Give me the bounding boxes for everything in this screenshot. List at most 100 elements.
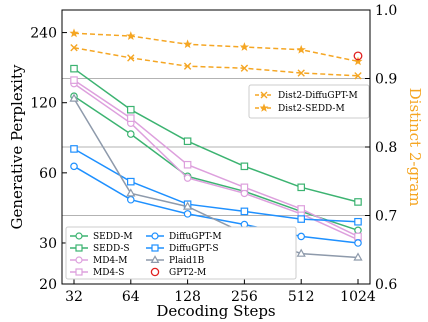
x-tick-label-128: 128 [174,289,201,305]
point-dist2-diffugpt-m-32 [70,43,78,52]
legend-marker-dist2-sedd-m [259,103,269,112]
x-tick-label-32: 32 [65,289,83,305]
legend-marker-md4-s [75,268,83,276]
y-tick-label-30: 30 [39,236,57,252]
point-md4-m-128 [183,174,192,182]
point-md4-s-64 [126,114,135,122]
point-diffugpt-s-32 [70,145,78,153]
series-md4-s [70,76,362,241]
point-sedd-m-1024 [354,226,362,235]
y-tick-label-60: 60 [39,166,57,182]
legend-label-dist2-sedd-m: Dist2-SEDD-M [278,104,345,114]
point-plaid1b-32 [69,93,79,102]
point-md4-s-256 [240,183,249,192]
series-line-md4-s [73,79,359,238]
series-layer [69,28,363,261]
y2-axis-title: Distinct 2-gram [406,88,424,207]
y2-tick-label-1: 1.0 [375,3,397,19]
x-tick-label-512: 512 [288,289,315,305]
legend-marker-diffugpt-s [151,244,159,252]
legend-marker-sedd-s [75,244,83,252]
x-tick-label-1024: 1024 [340,289,376,305]
x-tick-label-256: 256 [231,289,258,305]
y2-tick-label-0-6: 0.6 [375,277,397,293]
point-md4-s-1024 [354,232,362,241]
legend-entry-md4-m: MD4-M [70,256,127,266]
series-line-dist2-diffugpt-m [73,46,359,77]
y-tick-label-20: 20 [39,277,57,293]
point-dist2-diffugpt-m-128 [183,62,192,70]
series-dist2-sedd-m [69,28,363,66]
point-diffugpt-s-64 [126,177,135,186]
legend-entry-gpt2-m: GPT2-M [150,267,206,278]
legend-label-diffugpt-m: DiffuGPT-M [169,232,222,242]
series-sedd-s [70,64,362,206]
point-dist2-diffugpt-m-64 [127,54,135,62]
legend-entry-plaid1b: Plaid1B [146,255,205,266]
point-dist2-sedd-m-512 [296,44,306,54]
y2-tick-label-0-7: 0.7 [375,209,397,225]
legend-right: Dist2-DiffuGPT-M Dist2-SEDD-M [248,84,370,119]
grid-lines [62,78,370,216]
x-axis-title: Decoding Steps [156,302,275,320]
point-plaid1b-512 [296,248,306,257]
y-tick-label-240: 240 [30,26,57,42]
series-line-plaid1b [73,98,359,259]
legend-entry-sedd-s: SEDD-S [70,244,130,254]
legend-label-md4-s: MD4-S [93,268,124,278]
axis-ticks: 32 64 128 256 512 1024 20 30 60 120 240 0.6 0.7 0.8 0.… [30,3,397,305]
point-sedd-s-512 [297,183,306,192]
point-diffugpt-m-128 [183,210,192,218]
point-dist2-diffugpt-m-1024 [354,72,362,80]
legend-entry-md4-s: MD4-S [70,268,124,278]
legend-entry-dist2-sedd-m: Dist2-SEDD-M [255,103,345,114]
point-dist2-sedd-m-128 [182,39,193,49]
legend-marker-gpt2-m [150,267,160,277]
point-dist2-sedd-m-32 [69,28,79,38]
y-tick-label-120: 120 [30,96,57,112]
point-diffugpt-m-1024 [354,239,362,247]
legend-right-box [248,84,370,119]
legend-label-md4-m: MD4-M [93,256,127,266]
legend-marker-diffugpt-m [151,232,159,240]
point-plaid1b-1024 [353,252,363,261]
point-diffugpt-s-512 [297,215,306,223]
point-dist2-sedd-m-64 [126,31,136,40]
point-plaid1b-64 [126,188,136,197]
legend-main-box [65,226,297,280]
legend-label-plaid1b: Plaid1B [169,256,205,266]
point-diffugpt-m-32 [70,162,78,171]
point-diffugpt-m-64 [127,195,135,204]
point-md4-s-32 [70,76,78,84]
legend-entry-dist2-diffugpt-m: Dist2-DiffuGPT-M [255,91,358,101]
series-dist2-diffugpt-m [70,43,362,80]
point-plaid1b-128 [182,201,193,210]
point-dist2-diffugpt-m-256 [240,64,249,72]
y-axis-title: Generative Perplexity [8,64,26,229]
point-sedd-s-32 [70,64,78,73]
legend-entry-sedd-m: SEDD-M [70,232,133,242]
point-diffugpt-s-1024 [354,217,362,226]
legend-main: SEDD-M SEDD-S MD4-M MD4-S DiffuGPT-M DiffuGPT… [65,226,297,280]
legend-entry-diffugpt-m: DiffuGPT-M [146,232,222,242]
point-md4-s-512 [297,205,306,213]
y2-tick-label-0-9: 0.9 [375,72,397,88]
point-dist2-sedd-m-1024 [353,56,363,66]
legend-marker-plaid1b [150,255,160,263]
legend-marker-md4-m [75,256,83,264]
series-line-md4-m [73,82,359,241]
legend-label-sedd-m: SEDD-M [93,232,133,242]
legend-marker-dist2-diffugpt-m [260,91,268,99]
legend-label-diffugpt-s: DiffuGPT-S [169,244,219,254]
point-sedd-s-128 [183,137,192,146]
point-dist2-sedd-m-256 [239,42,250,51]
legend-marker-sedd-m [75,232,83,240]
point-diffugpt-s-256 [240,207,249,216]
point-sedd-s-64 [126,105,135,114]
x-tick-label-64: 64 [122,289,140,305]
legend-label-dist2-diffugpt-m: Dist2-DiffuGPT-M [278,91,358,101]
point-md4-s-128 [183,160,192,169]
point-sedd-s-1024 [354,198,362,206]
legend-entry-diffugpt-s: DiffuGPT-S [146,244,219,254]
